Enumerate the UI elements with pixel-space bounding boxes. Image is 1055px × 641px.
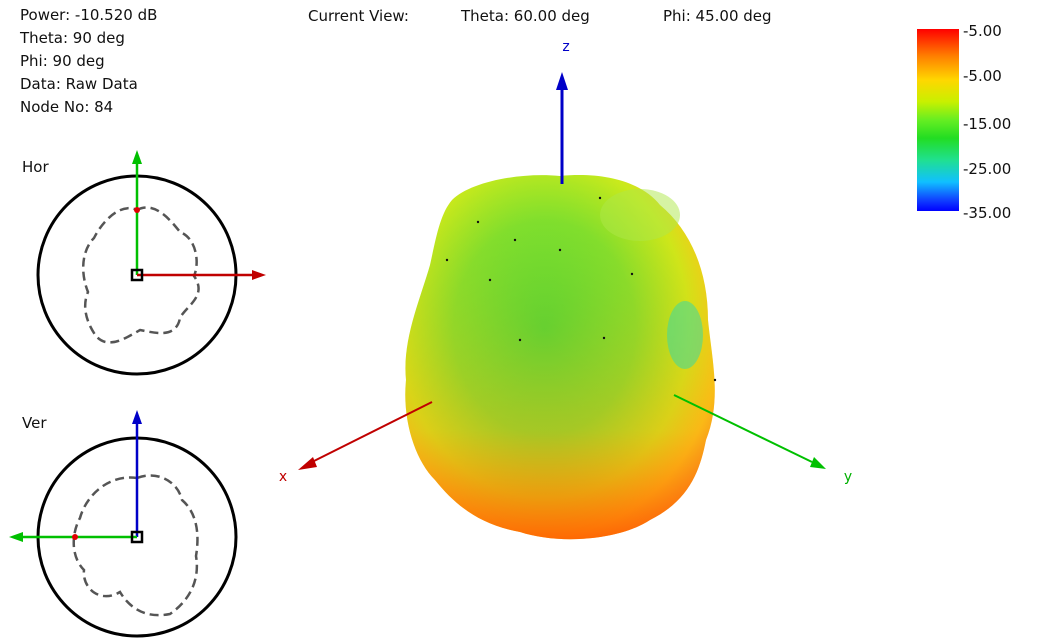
scale-tick: -25.00	[963, 160, 1012, 178]
scale-tick: -5.00	[963, 67, 1002, 85]
current-view-label: Current View:	[308, 7, 409, 25]
phi-readout: Phi: 90 deg	[20, 52, 105, 70]
x-axis-label: x	[279, 469, 287, 485]
power-readout: Power: -10.520 dB	[20, 6, 158, 24]
current-view-phi: Phi: 45.00 deg	[663, 7, 772, 25]
node-readout: Node No: 84	[20, 98, 114, 116]
data-readout: Data: Raw Data	[20, 75, 138, 93]
z-axis-label: z	[562, 39, 569, 55]
3d-radiation-lobe	[405, 175, 717, 540]
ver-polar-plot	[9, 410, 238, 638]
hor-panel-label: Hor	[22, 158, 49, 176]
hor-polar-plot	[36, 150, 266, 376]
theta-readout: Theta: 90 deg	[20, 29, 125, 47]
scale-tick: -35.00	[963, 204, 1012, 222]
current-view-theta: Theta: 60.00 deg	[461, 7, 590, 25]
y-axis-label: y	[844, 469, 852, 485]
color-scale-bar	[917, 29, 959, 211]
info-panel: Power: -10.520 dB Theta: 90 deg Phi: 90 …	[20, 4, 157, 119]
scale-tick: -5.00	[963, 22, 1002, 40]
scale-tick: -15.00	[963, 115, 1012, 133]
ver-panel-label: Ver	[22, 414, 47, 432]
3d-axes	[298, 72, 826, 470]
